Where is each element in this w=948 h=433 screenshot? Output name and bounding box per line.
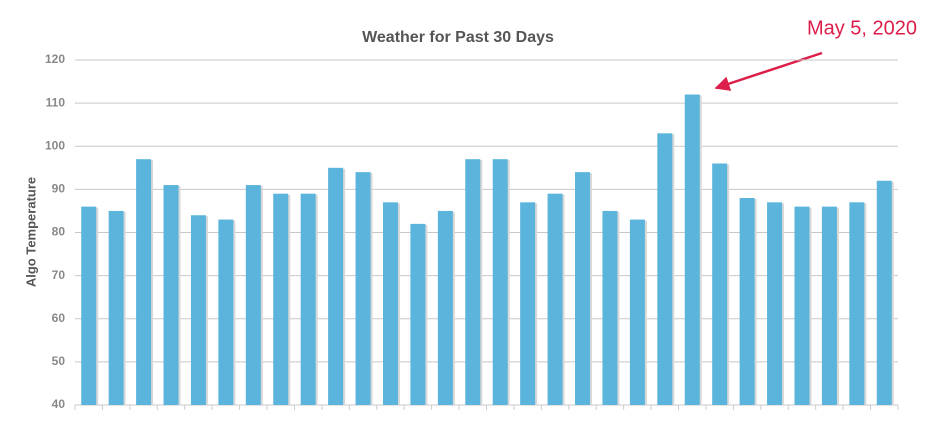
y-axis-label: Algo Temperature xyxy=(23,177,38,287)
bar xyxy=(136,159,152,405)
bar xyxy=(849,202,865,405)
bar xyxy=(190,215,206,405)
bar xyxy=(712,163,728,405)
bar xyxy=(876,180,892,405)
y-tick-label: 120 xyxy=(45,52,65,66)
bar xyxy=(767,202,783,405)
bar xyxy=(684,94,700,405)
bar xyxy=(163,185,179,405)
bar xyxy=(108,210,124,405)
y-tick-label: 60 xyxy=(52,311,66,325)
bar xyxy=(629,219,645,405)
bar xyxy=(794,206,810,405)
bar xyxy=(547,193,563,405)
annotation-arrow xyxy=(714,51,823,91)
bar xyxy=(492,159,508,405)
bar xyxy=(355,172,371,405)
bar xyxy=(657,133,673,405)
chart-title: Weather for Past 30 Days xyxy=(362,29,554,46)
bar xyxy=(328,167,344,405)
bar xyxy=(218,219,234,405)
bar xyxy=(821,206,837,405)
annotation: May 5, 2020 xyxy=(807,17,917,39)
bar xyxy=(465,159,481,405)
bar xyxy=(602,210,618,405)
y-tick-label: 40 xyxy=(52,397,66,411)
bar xyxy=(245,185,261,405)
y-tick-label: 80 xyxy=(52,225,66,239)
y-tick-label: 70 xyxy=(52,268,66,282)
y-tick-label: 110 xyxy=(46,95,66,109)
bar xyxy=(437,210,453,405)
bar xyxy=(81,206,97,405)
bar xyxy=(520,202,536,405)
bar xyxy=(273,193,289,405)
y-tick-label: 90 xyxy=(52,182,66,196)
y-tick-label: 100 xyxy=(45,138,65,152)
bar xyxy=(300,193,316,405)
bar xyxy=(739,198,755,405)
bar xyxy=(410,223,426,405)
bar xyxy=(382,202,398,405)
bar xyxy=(575,172,591,405)
y-tick-label: 50 xyxy=(52,354,66,368)
